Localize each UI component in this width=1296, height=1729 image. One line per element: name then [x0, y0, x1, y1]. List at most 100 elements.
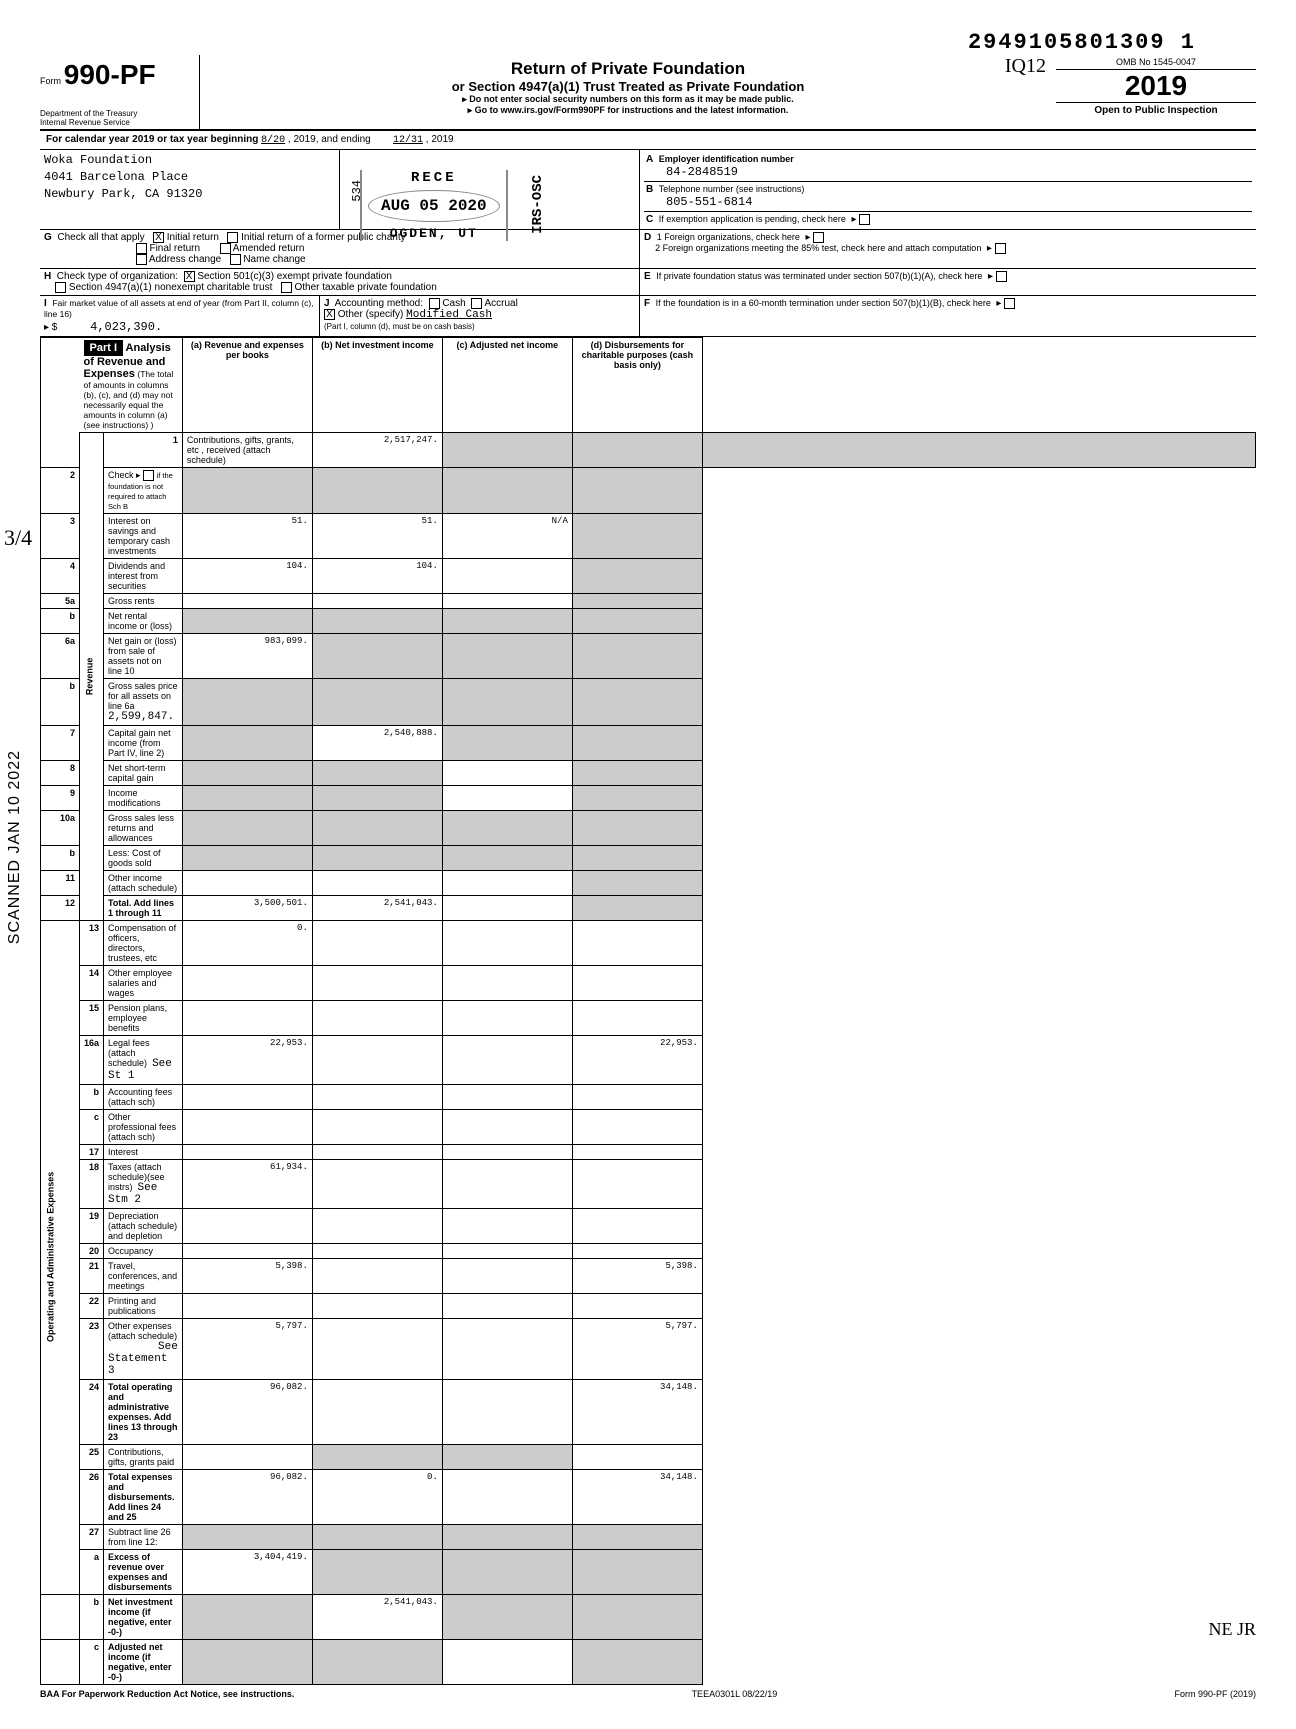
J-text: Accounting method:: [335, 298, 423, 309]
entity-name: Woka Foundation: [44, 152, 335, 169]
l6a-num: 6a: [41, 633, 80, 678]
boxA-value: 84-2848519: [666, 165, 738, 179]
l2-check[interactable]: [143, 470, 154, 481]
footer-mid: TEEA0301L 08/22/19: [692, 1689, 778, 1699]
l17-num: 17: [80, 1144, 104, 1159]
l26-desc: Total expenses and disbursements. Add li…: [104, 1469, 183, 1524]
J-cash: Cash: [442, 298, 465, 309]
G-namechg: Name change: [243, 255, 305, 266]
l27c-num: c: [80, 1639, 104, 1684]
J-label: J: [324, 298, 330, 309]
l21-d: 5,398.: [572, 1258, 702, 1293]
F-label: F: [644, 298, 650, 309]
l14-num: 14: [80, 965, 104, 1000]
D1-text: 1 Foreign organizations, check here: [657, 232, 800, 242]
J-other-check[interactable]: X: [324, 309, 335, 320]
l7-desc: Capital gain net income (from Part IV, l…: [104, 725, 183, 760]
boxC-text: If exemption application is pending, che…: [659, 214, 846, 224]
G-addr: Address change: [149, 255, 221, 266]
side-expenses: Operating and Administrative Expenses: [41, 920, 80, 1594]
l10b-desc: Less: Cost of goods sold: [104, 845, 183, 870]
form-year-box: OMB No 1545-0047 2019 Open to Public Ins…: [1056, 55, 1256, 118]
l3-num: 3: [41, 513, 80, 558]
l4-a: 104.: [182, 558, 312, 593]
l3-c: N/A: [442, 513, 572, 558]
boxC-check[interactable]: [859, 214, 870, 225]
F-check[interactable]: [1004, 298, 1015, 309]
boxB-text: Telephone number (see instructions): [659, 184, 805, 194]
G-initial-check[interactable]: X: [153, 232, 164, 243]
J-cash-check[interactable]: [429, 298, 440, 309]
l12-num: 12: [41, 895, 80, 920]
D1-check[interactable]: [813, 232, 824, 243]
l27a-num: a: [80, 1549, 104, 1594]
F-box: F If the foundation is in a 60-month ter…: [640, 296, 1256, 336]
G-final: Final return: [149, 243, 200, 254]
I-box: I Fair market value of all assets at end…: [40, 296, 320, 336]
l24-d: 34,148.: [572, 1379, 702, 1444]
H-opt2-check[interactable]: [55, 282, 66, 293]
J-note: (Part I, column (d), must be on cash bas…: [324, 322, 475, 331]
l19-num: 19: [80, 1208, 104, 1243]
G-amended-check[interactable]: [220, 243, 231, 254]
l3-b: 51.: [312, 513, 442, 558]
l10a-num: 10a: [41, 810, 80, 845]
l27b-b: 2,541,043.: [312, 1594, 442, 1639]
G-addr-check[interactable]: [136, 254, 147, 265]
H-opt3-check[interactable]: [281, 282, 292, 293]
l27c-desc: Adjusted net income (if negative, enter …: [104, 1639, 183, 1684]
boxA-label: A: [646, 154, 653, 165]
l13-a: 0.: [182, 920, 312, 965]
dln: 2949105801309 1: [40, 30, 1256, 55]
l16b-num: b: [80, 1084, 104, 1109]
l7-num: 7: [41, 725, 80, 760]
l13-num: 13: [80, 920, 104, 965]
form-subtitle: or Section 4947(a)(1) Trust Treated as P…: [208, 79, 1048, 94]
J-other: Other (specify): [338, 309, 404, 320]
l10a-desc: Gross sales less returns and allowances: [104, 810, 183, 845]
footer-left: BAA For Paperwork Reduction Act Notice, …: [40, 1689, 294, 1699]
l6b-num: b: [41, 678, 80, 725]
l9-desc: Income modifications: [104, 785, 183, 810]
G-text: Check all that apply: [57, 232, 144, 243]
l6b-desc: Gross sales price for all assets on line…: [104, 678, 183, 725]
entity-row: Woka Foundation 4041 Barcelona Place New…: [40, 150, 1256, 230]
scanned-stamp: SCANNED JAN 10 2022: [6, 750, 24, 944]
form-title-box: Return of Private Foundation or Section …: [200, 55, 1056, 120]
irs-osc-stamp: IRS-OSC: [530, 175, 546, 234]
name-address: Woka Foundation 4041 Barcelona Place New…: [40, 150, 340, 229]
l25-desc: Contributions, gifts, grants paid: [104, 1444, 183, 1469]
l12-b: 2,541,043.: [312, 895, 442, 920]
right-boxes: A Employer identification number 84-2848…: [640, 150, 1256, 229]
col-d-head: (d) Disbursements for charitable purpose…: [572, 337, 702, 432]
G-name-check[interactable]: [230, 254, 241, 265]
cal-year-label: For calendar year 2019 or tax year begin…: [46, 134, 258, 145]
boxB-label: B: [646, 184, 653, 195]
l26-d: 34,148.: [572, 1469, 702, 1524]
G-final-check[interactable]: [136, 243, 147, 254]
l1-num: 1: [104, 432, 183, 467]
omb: OMB No 1545-0047: [1056, 55, 1256, 70]
boxC-label: C: [646, 214, 653, 225]
inspection: Open to Public Inspection: [1056, 102, 1256, 118]
J-accrual-check[interactable]: [471, 298, 482, 309]
l6a-desc: Net gain or (loss) from sale of assets n…: [104, 633, 183, 678]
rece-city: OGDEN, UT: [368, 226, 500, 241]
form-prefix: Form: [40, 76, 61, 86]
cal-end: 12/31: [393, 135, 423, 146]
l22-num: 22: [80, 1293, 104, 1318]
ne-mark: NE JR: [1208, 1619, 1256, 1640]
col-b-head: (b) Net investment income: [312, 337, 442, 432]
G-former-check[interactable]: [227, 232, 238, 243]
l16a-num: 16a: [80, 1035, 104, 1084]
D2-text: 2 Foreign organizations meeting the 85% …: [655, 243, 981, 253]
l13-desc: Compensation of officers, directors, tru…: [104, 920, 183, 965]
H-opt1-check[interactable]: X: [184, 271, 195, 282]
l26-b: 0.: [312, 1469, 442, 1524]
E-check[interactable]: [996, 271, 1007, 282]
boxA-text: Employer identification number: [659, 154, 794, 164]
l15-num: 15: [80, 1000, 104, 1035]
l26-num: 26: [80, 1469, 104, 1524]
D2-check[interactable]: [995, 243, 1006, 254]
part1-table: Part I Analysis of Revenue and Expenses …: [40, 337, 1256, 1685]
